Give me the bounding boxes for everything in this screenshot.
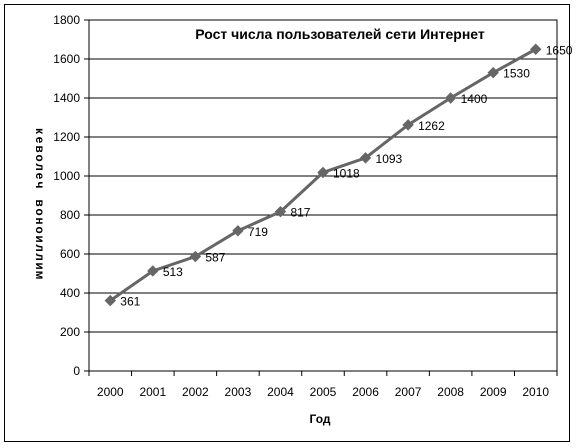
x-axis-label: Год	[310, 412, 331, 426]
y-axis-label-char: о	[33, 226, 47, 233]
data-label: 719	[248, 225, 268, 239]
x-tick-label: 2003	[225, 385, 252, 399]
y-tick-label: 800	[60, 208, 80, 222]
data-label: 587	[205, 251, 225, 265]
gridlines	[89, 19, 557, 372]
data-label: 1530	[503, 67, 530, 81]
x-tick-label: 2007	[395, 385, 422, 399]
data-point	[530, 43, 542, 55]
y-axis-label-char: и	[33, 262, 47, 269]
x-axis-ticks: 2000 2001 2002 2003 2004 2005 2006 2007 2008 2009…	[88, 371, 558, 399]
y-axis-label-char: о	[33, 154, 47, 161]
data-label: 1093	[376, 152, 403, 166]
data-point	[147, 265, 159, 277]
y-axis-label-char: л	[33, 244, 47, 252]
y-axis-label-char: л	[33, 253, 47, 261]
x-tick-label: 2008	[437, 385, 464, 399]
y-tick-label: 0	[73, 364, 80, 378]
y-tick-label: 1600	[53, 52, 80, 66]
data-point	[444, 92, 457, 104]
data-point	[359, 152, 372, 164]
data-label: 1650	[546, 43, 573, 57]
y-axis-label-char: м	[33, 271, 47, 280]
y-axis-label-char: и	[33, 235, 47, 242]
y-axis-ticks: 0 200 400 600 800 1000 1200 1400 1600 1800	[53, 13, 89, 378]
x-tick-label: 2009	[480, 385, 507, 399]
data-label: 1400	[461, 92, 488, 106]
y-tick-label: 1400	[53, 91, 80, 105]
data-labels: 361 513 587 719 817 1018 1093 1262 1400 1530 1650	[120, 43, 572, 308]
y-tick-label: 600	[60, 247, 80, 261]
data-label: 1262	[418, 119, 445, 133]
y-tick-label: 1200	[53, 130, 80, 144]
y-axis-label-char: е	[33, 173, 47, 180]
y-axis-label-char: к	[33, 128, 47, 135]
y-axis-label-char: л	[33, 163, 47, 171]
data-point	[402, 119, 414, 131]
x-tick-label: 2004	[267, 385, 294, 399]
y-tick-label: 400	[60, 286, 80, 300]
x-tick-label: 2001	[139, 385, 166, 399]
y-axis-label-char: е	[33, 137, 47, 144]
data-point	[232, 225, 244, 237]
data-point	[189, 250, 202, 263]
chart-frame	[4, 4, 570, 442]
data-point	[317, 166, 329, 179]
y-axis-label-char: о	[33, 208, 47, 215]
data-label: 361	[120, 295, 140, 309]
series-markers	[104, 43, 542, 307]
data-point	[274, 205, 287, 218]
y-axis-label-char: в	[33, 145, 47, 152]
y-axis-label-char: в	[33, 199, 47, 206]
x-tick-label: 2005	[310, 385, 337, 399]
y-axis-label-char: ч	[33, 182, 47, 189]
y-tick-label: 200	[60, 325, 80, 339]
y-tick-label: 1800	[53, 13, 80, 27]
x-tick-label: 2000	[97, 385, 124, 399]
y-axis-label-char: н	[33, 217, 47, 224]
chart-title: Рост числа пользователей сети Интернет	[195, 26, 485, 42]
x-tick-label: 2006	[352, 385, 379, 399]
data-point	[104, 294, 116, 307]
plot-area	[88, 19, 558, 372]
data-point	[487, 66, 499, 79]
data-label: 817	[290, 206, 310, 220]
x-tick-label: 2010	[522, 385, 549, 399]
data-label: 513	[163, 265, 183, 279]
x-tick-label: 2002	[182, 385, 209, 399]
y-tick-label: 1000	[53, 169, 80, 183]
data-label: 1018	[333, 166, 360, 180]
